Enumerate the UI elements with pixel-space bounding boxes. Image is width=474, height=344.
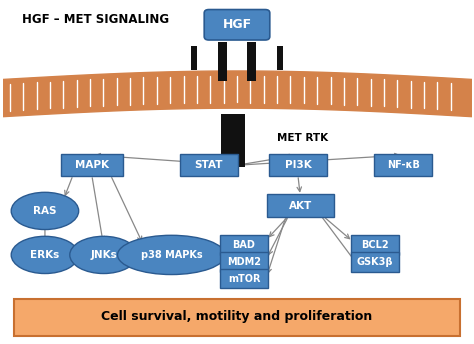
Text: GSK3β: GSK3β [357, 257, 393, 267]
FancyBboxPatch shape [220, 235, 268, 255]
FancyBboxPatch shape [351, 252, 399, 271]
Text: HGF: HGF [222, 18, 252, 31]
Text: ERKs: ERKs [30, 250, 60, 260]
Text: HGF – MET SIGNALING: HGF – MET SIGNALING [21, 13, 169, 26]
Text: BCL2: BCL2 [361, 240, 389, 250]
FancyBboxPatch shape [269, 154, 327, 176]
Text: RAS: RAS [33, 206, 57, 216]
Ellipse shape [70, 236, 137, 273]
Ellipse shape [11, 192, 79, 229]
FancyBboxPatch shape [204, 10, 270, 40]
Ellipse shape [118, 235, 225, 275]
Text: mTOR: mTOR [228, 273, 260, 283]
Text: MDM2: MDM2 [227, 257, 261, 267]
FancyBboxPatch shape [180, 154, 237, 176]
FancyBboxPatch shape [61, 154, 123, 176]
FancyBboxPatch shape [220, 252, 268, 271]
Text: STAT: STAT [195, 160, 223, 170]
Ellipse shape [11, 236, 79, 273]
Text: AKT: AKT [289, 201, 312, 211]
Text: Cell survival, motility and proliferation: Cell survival, motility and proliferatio… [101, 310, 373, 323]
FancyBboxPatch shape [374, 154, 432, 176]
Bar [247, 42, 256, 80]
Text: p38 MAPKs: p38 MAPKs [141, 250, 202, 260]
FancyBboxPatch shape [220, 269, 268, 288]
Bar [191, 46, 197, 71]
Text: JNKs: JNKs [90, 250, 117, 260]
Text: MET RTK: MET RTK [277, 133, 328, 143]
FancyBboxPatch shape [15, 299, 459, 336]
Text: PI3K: PI3K [284, 160, 311, 170]
Text: NF-κB: NF-κB [387, 160, 420, 170]
FancyBboxPatch shape [351, 235, 399, 255]
Bar [218, 42, 227, 80]
FancyBboxPatch shape [267, 194, 334, 217]
Text: MAPK: MAPK [75, 160, 109, 170]
Bar [220, 115, 245, 167]
Bar [277, 46, 283, 71]
Text: BAD: BAD [233, 240, 255, 250]
